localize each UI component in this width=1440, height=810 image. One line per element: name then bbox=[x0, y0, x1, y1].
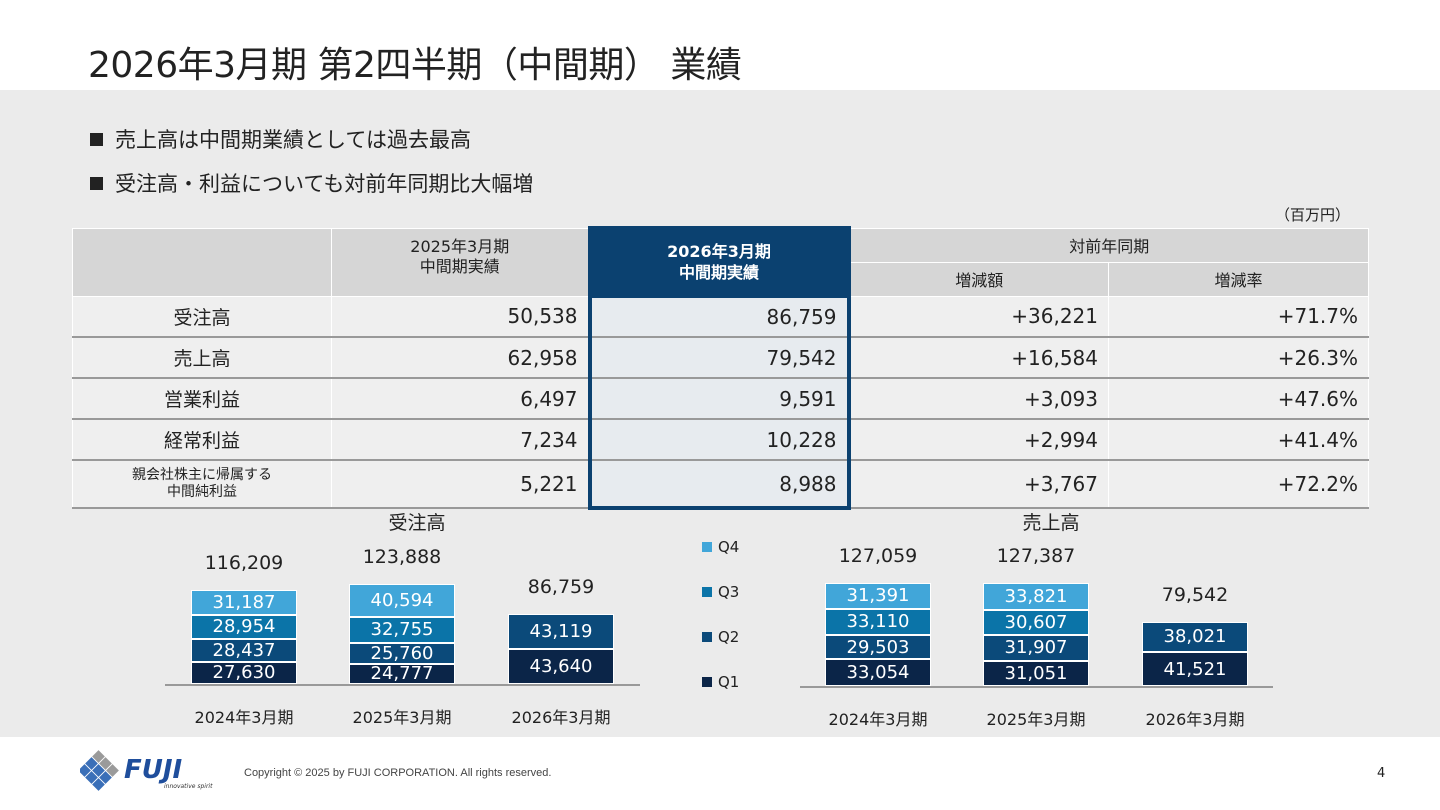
cell-diff: +2,994 bbox=[848, 419, 1109, 461]
bar-segment-q1: 41,521 bbox=[1142, 652, 1248, 686]
cell-label: 受注高 bbox=[72, 296, 332, 338]
bar-segment-q2: 43,119 bbox=[508, 613, 614, 649]
legend-item-q4: Q4 bbox=[702, 538, 739, 556]
x-axis bbox=[800, 686, 1273, 688]
bar-segment-q3: 32,755 bbox=[349, 616, 455, 644]
cell-curr: 79,542 bbox=[587, 337, 851, 379]
legend-label: Q4 bbox=[718, 538, 740, 556]
legend-label: Q2 bbox=[718, 628, 740, 646]
unit-label: （百万円） bbox=[1275, 206, 1351, 224]
cell-diff: +16,584 bbox=[848, 337, 1109, 379]
bar-segment-q1: 33,054 bbox=[825, 659, 931, 686]
cell-diff: +3,093 bbox=[848, 378, 1109, 420]
bar-total-label: 116,209 bbox=[204, 551, 284, 574]
bar-segment-q2: 25,760 bbox=[349, 643, 455, 664]
cell-rate: +26.3% bbox=[1107, 337, 1370, 379]
table-row: 親会社株主に帰属する 中間純利益 5,221 8,988 +3,767 +72.2% bbox=[72, 460, 1370, 510]
header-yoy: 対前年同期 bbox=[847, 227, 1370, 263]
cell-curr: 10,228 bbox=[587, 419, 851, 461]
legend-item-q2: Q2 bbox=[702, 628, 739, 646]
legend-item-q3: Q3 bbox=[702, 583, 739, 601]
legend-label: Q3 bbox=[718, 583, 740, 601]
table-row: 売上高 62,958 79,542 +16,584 +26.3% bbox=[72, 337, 1370, 379]
bar-total-label: 86,759 bbox=[527, 575, 595, 598]
bar-segment-q2: 38,021 bbox=[1142, 621, 1248, 653]
legend-swatch bbox=[702, 677, 712, 687]
cell-prev: 50,538 bbox=[331, 296, 590, 338]
cell-diff: +3,767 bbox=[848, 460, 1109, 509]
cell-curr: 9,591 bbox=[587, 378, 851, 420]
bar-segment-q2: 31,907 bbox=[983, 635, 1089, 661]
x-tick-label: 2026年3月期 bbox=[511, 708, 611, 727]
cell-prev: 6,497 bbox=[331, 378, 590, 420]
header-diff: 増減額 bbox=[848, 261, 1109, 297]
cell-curr: 8,988 bbox=[587, 460, 851, 510]
results-table: 2025年3月期 中間期実績 2026年3月期 中間期実績 対前年同期 増減額 … bbox=[72, 226, 1370, 510]
table-row: 受注高 50,538 86,759 +36,221 +71.7% bbox=[72, 296, 1370, 338]
table-row: 経常利益 7,234 10,228 +2,994 +41.4% bbox=[72, 419, 1370, 461]
cell-diff: +36,221 bbox=[848, 296, 1109, 338]
cell-rate: +41.4% bbox=[1107, 419, 1370, 461]
bar-segment-q4: 33,821 bbox=[983, 582, 1089, 611]
header-curr: 2026年3月期 中間期実績 bbox=[587, 226, 851, 298]
svg-text:innovative spirit: innovative spirit bbox=[164, 783, 213, 790]
cell-rate: +72.2% bbox=[1107, 460, 1370, 509]
bar-total-label: 79,542 bbox=[1161, 583, 1229, 606]
page-title: 2026年3月期 第2四半期（中間期） 業績 bbox=[88, 45, 742, 86]
chart-title: 売上高 bbox=[1022, 512, 1080, 534]
bar-segment-q3: 28,954 bbox=[191, 615, 297, 639]
x-axis bbox=[165, 684, 640, 686]
cell-label: 売上高 bbox=[72, 337, 332, 379]
bullet-2: 受注高・利益についても対前年同期比大幅増 bbox=[90, 168, 533, 198]
header-blank bbox=[72, 227, 332, 297]
bar-segment-q1: 31,051 bbox=[983, 660, 1089, 686]
copyright: Copyright © 2025 by FUJI CORPORATION. Al… bbox=[244, 767, 552, 779]
bar-segment-q4: 40,594 bbox=[349, 583, 455, 617]
chart-title: 受注高 bbox=[388, 512, 446, 534]
legend-swatch bbox=[702, 632, 712, 642]
header-rate: 増減率 bbox=[1107, 261, 1370, 297]
bar-total-label: 127,387 bbox=[996, 544, 1076, 567]
cell-label: 親会社株主に帰属する 中間純利益 bbox=[72, 460, 332, 509]
cell-prev: 5,221 bbox=[331, 460, 590, 509]
cell-rate: +47.6% bbox=[1107, 378, 1370, 420]
x-tick-label: 2026年3月期 bbox=[1145, 710, 1245, 729]
bar-segment-q3: 30,607 bbox=[983, 610, 1089, 635]
cell-label: 経常利益 bbox=[72, 419, 332, 461]
svg-text:FUJI: FUJI bbox=[124, 755, 183, 785]
cell-rate: +71.7% bbox=[1107, 296, 1370, 338]
cell-prev: 7,234 bbox=[331, 419, 590, 461]
x-tick-label: 2024年3月期 bbox=[828, 710, 928, 729]
cell-label: 営業利益 bbox=[72, 378, 332, 420]
bar-segment-q2: 29,503 bbox=[825, 635, 931, 660]
bar-segment-q1: 43,640 bbox=[508, 648, 614, 684]
header-prev: 2025年3月期 中間期実績 bbox=[331, 227, 590, 297]
legend-swatch bbox=[702, 587, 712, 597]
x-tick-label: 2025年3月期 bbox=[352, 708, 452, 727]
bullet-1: 売上高は中間期業績としては過去最高 bbox=[90, 124, 471, 154]
table-row: 営業利益 6,497 9,591 +3,093 +47.6% bbox=[72, 378, 1370, 420]
legend-swatch bbox=[702, 542, 712, 552]
x-tick-label: 2024年3月期 bbox=[194, 708, 294, 727]
legend-item-q1: Q1 bbox=[702, 673, 739, 691]
bar-segment-q1: 27,630 bbox=[191, 661, 297, 684]
legend-label: Q1 bbox=[718, 673, 740, 691]
bar-segment-q2: 28,437 bbox=[191, 638, 297, 662]
bar-segment-q3: 33,110 bbox=[825, 608, 931, 636]
cell-curr: 86,759 bbox=[587, 296, 851, 338]
bar-segment-q1: 24,777 bbox=[349, 663, 455, 684]
fuji-logo: FUJI innovative spirit bbox=[78, 750, 230, 796]
x-tick-label: 2025年3月期 bbox=[986, 710, 1086, 729]
cell-prev: 62,958 bbox=[331, 337, 590, 379]
page-number: 4 bbox=[1377, 766, 1386, 781]
bar-total-label: 123,888 bbox=[362, 545, 442, 568]
bar-total-label: 127,059 bbox=[838, 545, 918, 568]
bar-segment-q4: 31,187 bbox=[191, 589, 297, 616]
bar-segment-q4: 31,391 bbox=[825, 583, 931, 609]
